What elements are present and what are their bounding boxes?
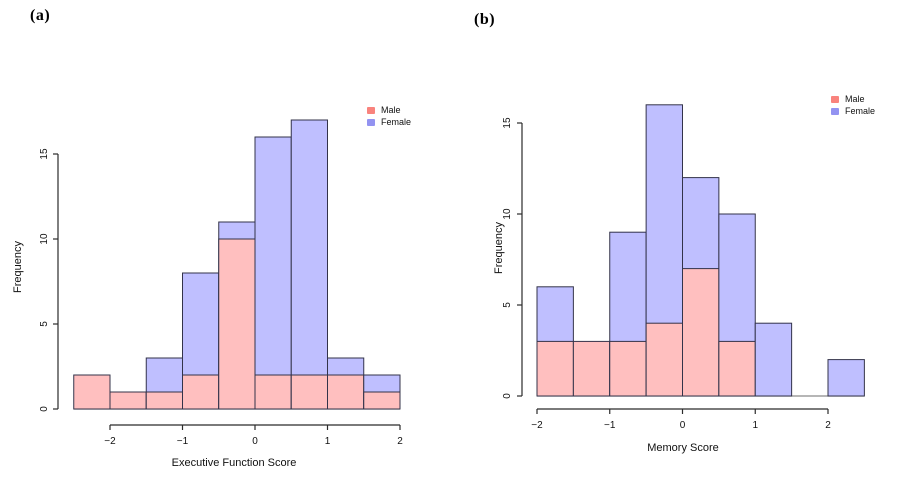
y-tick-label: 0	[502, 393, 513, 399]
x-tick-label: 2	[825, 420, 831, 431]
panel-b-x-axis-label: Memory Score	[647, 442, 719, 454]
panel-b-y-axis-label: Frequency	[493, 222, 505, 274]
x-tick-label: 1	[325, 436, 331, 447]
x-tick-label: 0	[252, 436, 258, 447]
male-bar	[682, 268, 720, 397]
male-bar	[218, 238, 256, 410]
x-tick-label: −1	[177, 436, 189, 447]
legend-female-label: Female	[845, 106, 876, 116]
panel-a-tag: (a)	[30, 7, 51, 24]
legend-male-label: Male	[845, 94, 865, 104]
y-tick-label: 15	[39, 148, 50, 160]
male-bar	[254, 374, 292, 410]
x-tick-label: 2	[397, 436, 403, 447]
x-tick-label: −1	[604, 420, 616, 431]
male-bar	[609, 340, 647, 397]
y-tick-label: 10	[39, 233, 50, 245]
panel-b-tag: (b)	[474, 11, 496, 28]
male-bar	[73, 374, 111, 410]
female-bar	[827, 359, 865, 397]
x-tick-label: −2	[531, 420, 543, 431]
y-tick-label: 15	[502, 117, 513, 129]
legend-item-female: Female	[831, 107, 875, 116]
female-swatch-icon	[367, 119, 375, 126]
x-tick-label: 0	[680, 420, 686, 431]
legend-male-label: Male	[381, 105, 401, 115]
legend-item-female: Female	[367, 118, 411, 127]
y-tick-label: 10	[502, 208, 513, 220]
legend-item-male: Male	[367, 106, 411, 115]
panel-a-y-axis-label: Frequency	[12, 241, 24, 293]
male-bar	[645, 322, 683, 397]
male-bar	[327, 374, 365, 410]
male-bar	[718, 340, 756, 397]
female-bar	[254, 136, 292, 410]
legend-female-label: Female	[381, 117, 412, 127]
male-swatch-icon	[367, 107, 375, 114]
x-tick-label: 1	[752, 420, 758, 431]
male-bar	[536, 340, 574, 397]
female-bar	[290, 119, 328, 410]
panel-b-legend: Male Female	[831, 95, 875, 116]
male-bar	[363, 391, 401, 410]
male-bar	[182, 374, 220, 410]
male-bar	[290, 374, 328, 410]
male-swatch-icon	[831, 96, 839, 103]
x-tick-label: −2	[104, 436, 116, 447]
y-tick-label: 0	[39, 406, 50, 412]
panel-a-legend: Male Female	[367, 106, 411, 127]
legend-item-male: Male	[831, 95, 875, 104]
male-bar	[145, 391, 183, 410]
male-bar	[572, 340, 611, 397]
female-swatch-icon	[831, 108, 839, 115]
y-tick-label: 5	[39, 321, 50, 327]
y-tick-label: 5	[502, 302, 513, 308]
panel-a-x-axis-label: Executive Function Score	[171, 457, 297, 469]
male-bar	[109, 391, 147, 410]
female-bar	[754, 322, 793, 397]
